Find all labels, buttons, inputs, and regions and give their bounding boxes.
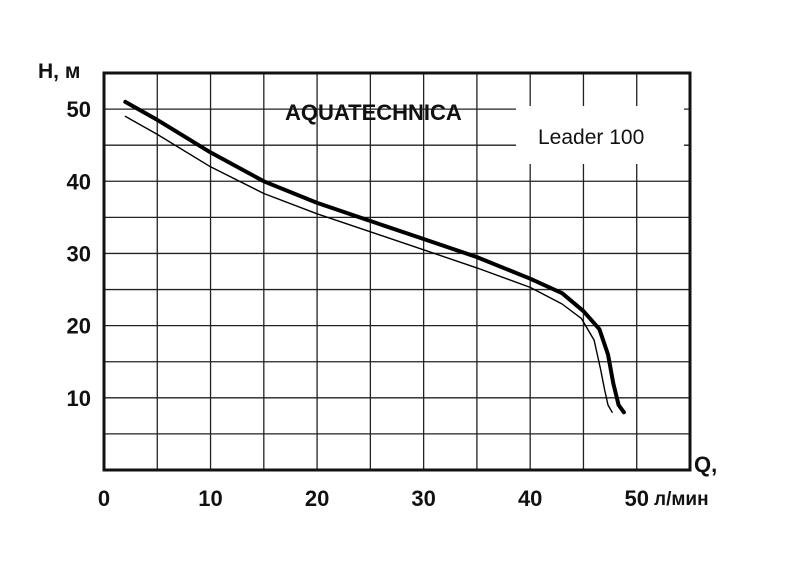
y-tick-label: 50 <box>67 97 91 122</box>
tick-labels: 0 10 20 30 40 50 10 20 30 40 50 <box>67 97 649 511</box>
y-tick-label: 40 <box>67 169 91 194</box>
y-tick-label: 10 <box>67 386 91 411</box>
model-label: Leader 100 <box>538 126 644 149</box>
plot-frame <box>102 71 692 472</box>
y-axis-label: H, м <box>38 60 80 83</box>
x-tick-label: 20 <box>305 486 329 511</box>
model-label-box <box>516 106 684 164</box>
x-tick-label: 50 <box>624 486 648 511</box>
x-axis-label: Q, <box>694 452 717 477</box>
x-tick-label: 40 <box>518 486 542 511</box>
series-group <box>123 99 626 415</box>
plot-border <box>102 71 692 472</box>
chart-title: AQUATECHNICA <box>285 100 462 125</box>
x-tick-label: 30 <box>411 486 435 511</box>
y-tick-label: 30 <box>67 241 91 266</box>
curve-thin-line <box>124 115 613 413</box>
x-tick-label: 10 <box>198 486 222 511</box>
grid <box>104 73 690 470</box>
curve-thick-line <box>123 99 626 415</box>
x-tick-label: 0 <box>98 486 110 511</box>
y-tick-label: 20 <box>67 314 91 339</box>
x-axis-unit: л/мин <box>654 489 709 510</box>
